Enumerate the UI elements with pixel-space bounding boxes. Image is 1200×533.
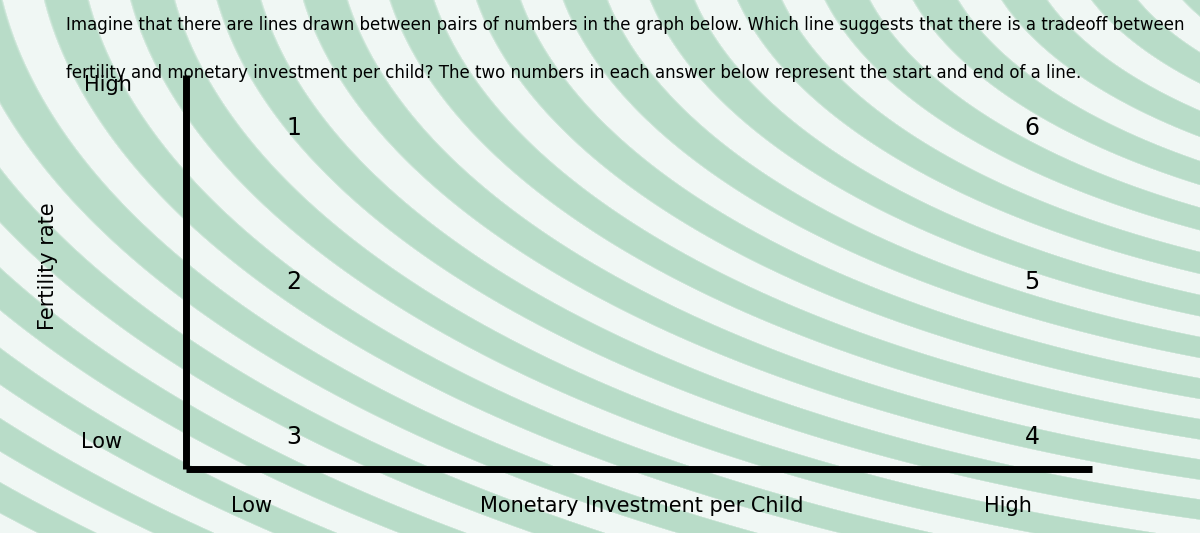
Text: 6: 6 xyxy=(1025,116,1039,140)
Text: High: High xyxy=(84,75,132,95)
Text: 1: 1 xyxy=(287,116,301,140)
Text: Low: Low xyxy=(82,432,122,453)
Text: 2: 2 xyxy=(287,270,301,295)
Text: High: High xyxy=(984,496,1032,516)
Text: Monetary Investment per Child: Monetary Investment per Child xyxy=(480,496,804,516)
Text: 3: 3 xyxy=(287,425,301,449)
Text: Low: Low xyxy=(232,496,272,516)
Text: Imagine that there are lines drawn between pairs of numbers in the graph below. : Imagine that there are lines drawn betwe… xyxy=(66,16,1184,34)
Text: Fertility rate: Fertility rate xyxy=(38,203,58,330)
Text: fertility and monetary investment per child? The two numbers in each answer belo: fertility and monetary investment per ch… xyxy=(66,64,1081,82)
Text: 4: 4 xyxy=(1025,425,1039,449)
Text: 5: 5 xyxy=(1025,270,1039,295)
